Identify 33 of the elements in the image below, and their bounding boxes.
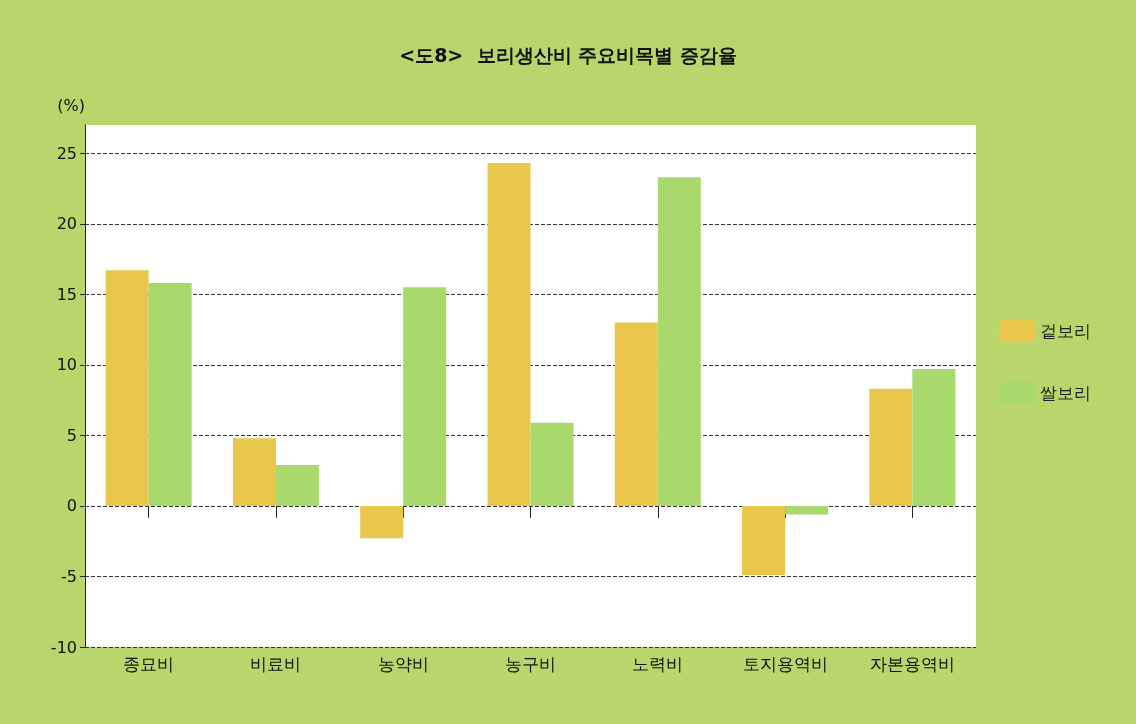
legend-label: 쌀보리 — [1040, 383, 1091, 403]
y-tick-label: 5 — [66, 425, 77, 445]
bar — [785, 505, 829, 515]
bar — [530, 422, 574, 506]
bar — [360, 505, 404, 539]
bar — [487, 163, 531, 506]
y-tick-label: -5 — [61, 566, 77, 586]
bar — [742, 505, 786, 576]
x-tick-label: 자본용역비 — [869, 653, 955, 674]
x-tick-label: 농구비 — [505, 653, 556, 674]
y-tick-label: 0 — [66, 496, 77, 516]
y-tick-label: -10 — [50, 637, 77, 657]
x-tick-label: 토지용역비 — [742, 653, 828, 674]
legend-label: 겉보리 — [1040, 321, 1091, 341]
bar — [232, 438, 276, 506]
bar — [657, 177, 701, 506]
chart-title: <도8> 보리생산비 주요비목별 증감율 — [399, 43, 737, 66]
bar — [148, 283, 192, 506]
x-tick-label: 노력비 — [632, 653, 684, 674]
bar — [275, 465, 319, 506]
y-tick-label: 10 — [56, 355, 77, 375]
y-tick-label: 20 — [56, 214, 77, 234]
bar — [614, 322, 658, 506]
x-tick-label: 비료비 — [250, 653, 302, 674]
y-tick-label: 25 — [56, 143, 77, 163]
x-tick-label: 종묘비 — [123, 653, 175, 674]
bar — [912, 369, 956, 506]
bar — [869, 388, 913, 506]
y-tick-label: 15 — [56, 284, 77, 304]
x-tick-label: 농약비 — [377, 653, 429, 674]
y-axis-title: (%) — [57, 95, 85, 115]
bar — [105, 270, 149, 506]
bar — [403, 287, 447, 506]
